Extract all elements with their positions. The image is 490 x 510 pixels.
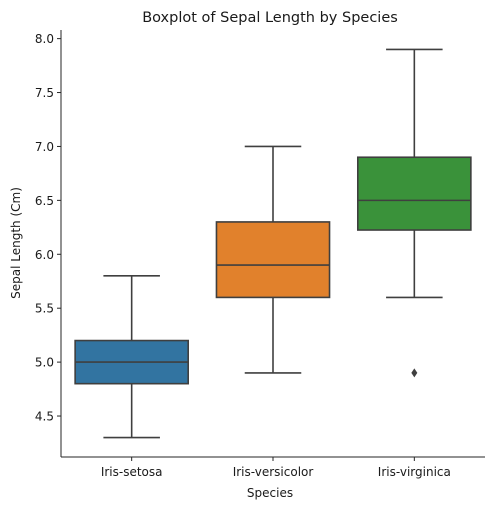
y-axis-label: Sepal Length (Cm) <box>9 187 23 299</box>
plot-area <box>74 48 472 439</box>
iqr-box <box>356 156 472 231</box>
y-tick-label: 4.5 <box>35 410 54 424</box>
x-tick-label: Iris-virginica <box>378 465 451 479</box>
chart-title: Boxplot of Sepal Length by Species <box>142 10 398 26</box>
x-tick-label: Iris-versicolor <box>233 465 314 479</box>
y-tick-label: 7.5 <box>35 86 54 100</box>
y-tick-label: 8.0 <box>35 32 54 46</box>
y-tick-label: 6.5 <box>35 194 54 208</box>
iqr-box <box>215 221 331 299</box>
outlier-point <box>411 368 418 378</box>
box-iris-versicolor <box>215 145 331 374</box>
box-iris-virginica <box>356 48 472 378</box>
y-tick-label: 7.0 <box>35 140 54 154</box>
x-axis-label: Species <box>247 486 293 500</box>
box-iris-setosa <box>74 275 189 439</box>
x-tick-label: Iris-setosa <box>101 465 163 479</box>
y-tick-label: 5.5 <box>35 302 54 316</box>
y-tick-label: 6.0 <box>35 248 54 262</box>
y-tick-label: 5.0 <box>35 356 54 370</box>
